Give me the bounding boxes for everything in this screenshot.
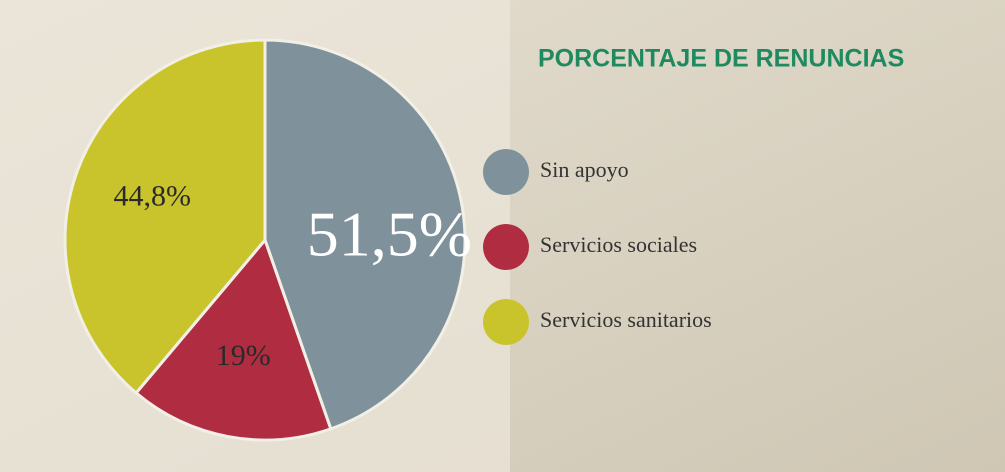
legend-swatch (483, 299, 529, 345)
chart: PORCENTAJE DE RENUNCIAS 51,5% 19% 44,8% Si… (0, 0, 1005, 472)
value-label: 51,5% (307, 198, 472, 269)
value-label: 19% (216, 339, 271, 372)
legend-swatch (483, 149, 529, 195)
chart-title: PORCENTAJE DE RENUNCIAS (538, 45, 904, 73)
legend-swatch (483, 224, 529, 270)
page: PORCENTAJE DE RENUNCIAS 51,5% 19% 44,8% Si… (0, 0, 1005, 472)
legend-label: Servicios sociales (540, 232, 697, 257)
value-label: 44,8% (114, 180, 192, 213)
legend-label: Servicios sanitarios (540, 307, 712, 332)
legend-label: Sin apoyo (540, 157, 629, 182)
